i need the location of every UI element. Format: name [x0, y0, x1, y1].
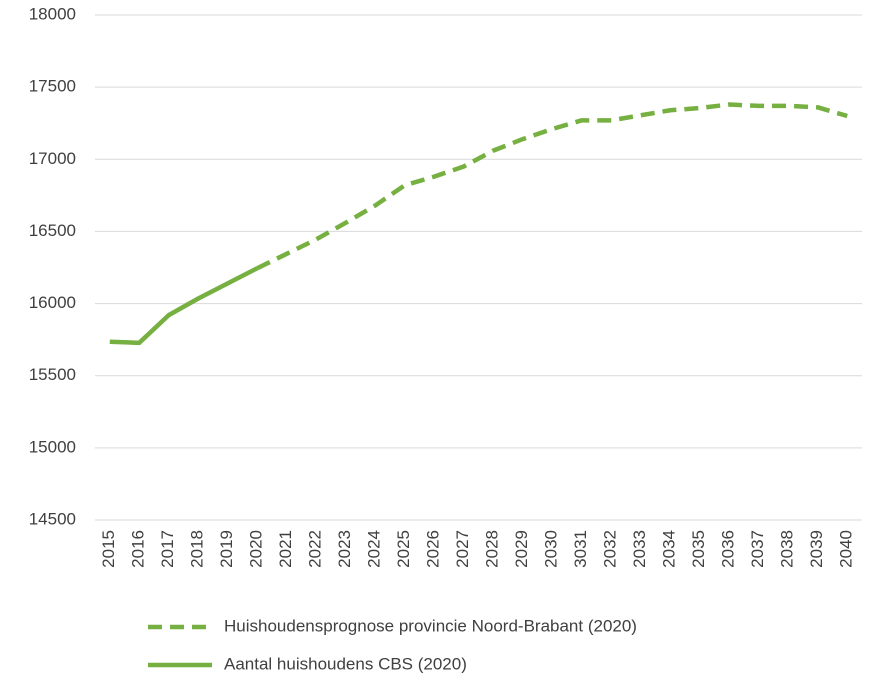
x-tick-label: 2020 — [247, 530, 266, 568]
x-tick-label: 2016 — [129, 530, 148, 568]
x-tick-label: 2024 — [365, 530, 384, 568]
x-tick-label: 3031 — [571, 530, 590, 568]
y-tick-label: 18000 — [29, 4, 76, 23]
x-tick-label: 2019 — [217, 530, 236, 568]
x-tick-label: 2034 — [660, 530, 679, 568]
x-tick-label: 2036 — [719, 530, 738, 568]
x-tick-label: 2032 — [601, 530, 620, 568]
y-tick-label: 16500 — [29, 221, 76, 240]
x-tick-label: 2029 — [512, 530, 531, 568]
x-tick-label: 2017 — [158, 530, 177, 568]
legend-label: Aantal huishoudens CBS (2020) — [224, 654, 467, 673]
legend-label: Huishoudensprognose provincie Noord-Brab… — [224, 616, 637, 635]
x-tick-label: 2028 — [483, 530, 502, 568]
y-tick-label: 15000 — [29, 437, 76, 456]
x-tick-label: 2015 — [99, 530, 118, 568]
x-tick-label: 2033 — [630, 530, 649, 568]
line-series — [109, 266, 259, 346]
x-tick-label: 2030 — [542, 530, 561, 568]
y-tick-label: 17000 — [29, 149, 76, 168]
x-tick-label: 2037 — [748, 530, 767, 568]
x-tick-label: 2022 — [306, 530, 325, 568]
x-tick-label: 2023 — [335, 530, 354, 568]
y-tick-label: 14500 — [29, 509, 76, 528]
x-tick-label: 2027 — [453, 530, 472, 568]
x-tick-label: 2040 — [837, 530, 856, 568]
x-tick-label: 2035 — [689, 530, 708, 568]
x-tick-label: 2026 — [424, 530, 443, 568]
y-tick-label: 17500 — [29, 77, 76, 96]
x-tick-label: 2018 — [188, 530, 207, 568]
x-tick-label: 2038 — [778, 530, 797, 568]
y-tick-label: 15500 — [29, 365, 76, 384]
x-tick-label: 2021 — [276, 530, 295, 568]
y-tick-label: 16000 — [29, 293, 76, 312]
line-series — [256, 102, 848, 271]
x-tick-label: 2025 — [394, 530, 413, 568]
x-tick-label: 2039 — [807, 530, 826, 568]
